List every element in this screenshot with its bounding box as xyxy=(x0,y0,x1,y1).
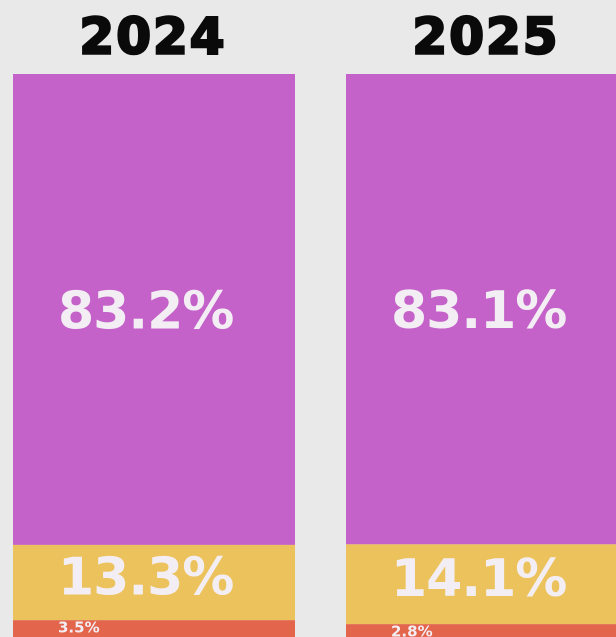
column-title: 2025 xyxy=(412,8,559,66)
value-label: 83.2% xyxy=(58,281,233,341)
value-label: 2.8% xyxy=(391,623,433,637)
bar-segment xyxy=(13,620,295,637)
page: 202483.2%13.3%3.5%202583.1%14.1%2.8% (()… xyxy=(0,0,616,637)
value-label: 14.1% xyxy=(391,549,566,609)
value-label: 83.1% xyxy=(391,281,566,341)
column-title: 2024 xyxy=(79,8,226,66)
value-label: 13.3% xyxy=(58,548,233,608)
bar-segment xyxy=(346,624,616,637)
value-label: 3.5% xyxy=(58,619,100,637)
chart: 2024 83.2% 13.3% 3.5% 2025 83.1% 14.1% 2.8% xyxy=(0,0,616,637)
